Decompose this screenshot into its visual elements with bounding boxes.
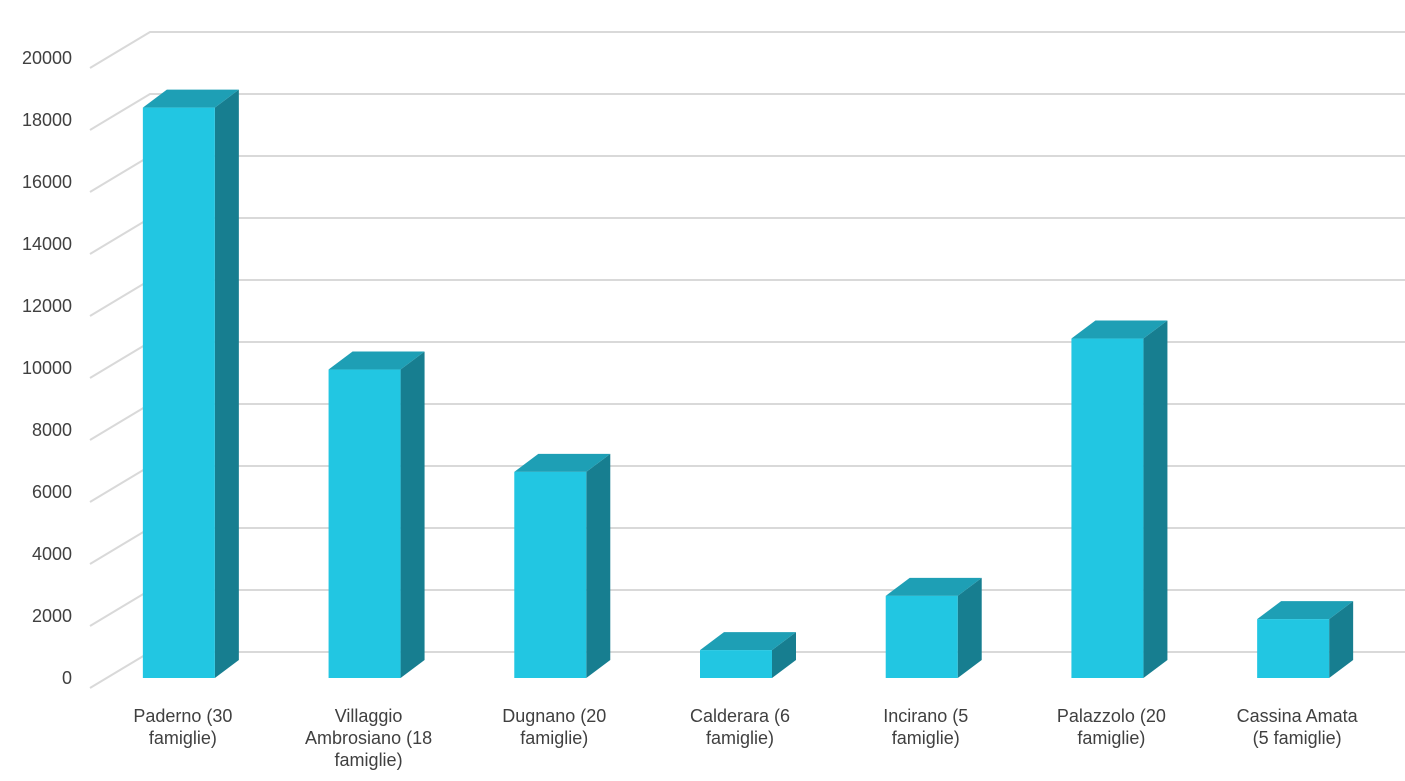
x-category-label-line: famiglie) bbox=[520, 728, 588, 748]
y-tick-label: 18000 bbox=[22, 110, 72, 130]
gridline bbox=[89, 527, 1405, 565]
y-tick-label: 4000 bbox=[32, 544, 72, 564]
y-tick-label: 10000 bbox=[22, 358, 72, 378]
bar bbox=[885, 577, 982, 678]
bar-side bbox=[957, 577, 982, 678]
gridline bbox=[89, 341, 1405, 379]
gridline bbox=[89, 155, 1405, 193]
bar-front bbox=[1071, 338, 1144, 678]
bar bbox=[1257, 601, 1354, 678]
x-category-label: Palazzolo (20 famiglie) bbox=[1057, 706, 1166, 748]
bar bbox=[1071, 320, 1168, 678]
gridline bbox=[89, 93, 1405, 131]
bar-top bbox=[1071, 320, 1168, 339]
bar-top bbox=[142, 89, 239, 108]
bar bbox=[700, 632, 796, 678]
bar-top bbox=[885, 577, 982, 596]
bar-side bbox=[1143, 320, 1168, 678]
x-category-label-line: famiglie) bbox=[149, 728, 217, 748]
y-axis-tick-labels: 0 2000 4000 6000 8000 10000 12000 14000 16000 180… bbox=[22, 48, 72, 688]
x-category-label: Paderno (30 famiglie) bbox=[133, 706, 232, 748]
x-category-label-line: Ambrosiano (18 bbox=[305, 728, 432, 748]
bar-front bbox=[514, 471, 587, 678]
y-tick-label: 12000 bbox=[22, 296, 72, 316]
x-category-label-line: Calderara (6 bbox=[690, 706, 790, 726]
y-tick-label: 14000 bbox=[22, 234, 72, 254]
bar-top bbox=[1257, 601, 1354, 620]
x-category-label-line: Villaggio bbox=[335, 706, 403, 726]
bars bbox=[142, 89, 1354, 679]
gridline bbox=[89, 31, 1405, 69]
y-tick-label: 20000 bbox=[22, 48, 72, 68]
bar-front bbox=[885, 595, 958, 678]
bar-side bbox=[214, 89, 239, 679]
x-category-label-line: famiglie) bbox=[335, 750, 403, 770]
x-category-label-line: Incirano (5 bbox=[883, 706, 968, 726]
bar-front bbox=[1257, 619, 1330, 678]
bar-side bbox=[772, 632, 796, 678]
x-category-label-line: famiglie) bbox=[892, 728, 960, 748]
x-category-label-line: (5 famiglie) bbox=[1253, 728, 1342, 748]
bar-side bbox=[1329, 601, 1354, 678]
bar bbox=[142, 89, 239, 679]
bar-side bbox=[400, 351, 425, 678]
x-axis-category-labels: Paderno (30 famiglie)Villaggio Ambrosiano … bbox=[133, 706, 1358, 770]
y-tick-label: 16000 bbox=[22, 172, 72, 192]
y-tick-label: 2000 bbox=[32, 606, 72, 626]
bar-side bbox=[586, 453, 611, 678]
bar-front bbox=[328, 369, 401, 678]
x-category-label: Villaggio Ambrosiano (18 famiglie) bbox=[305, 706, 432, 770]
gridline bbox=[89, 465, 1405, 503]
bar-top bbox=[514, 453, 611, 472]
bar-top bbox=[700, 632, 796, 651]
gridline bbox=[89, 589, 1405, 627]
gridline bbox=[89, 403, 1405, 441]
x-category-label: Dugnano (20 famiglie) bbox=[502, 706, 606, 748]
bar bbox=[328, 351, 425, 678]
y-tick-label: 8000 bbox=[32, 420, 72, 440]
gridline bbox=[89, 279, 1405, 317]
x-category-label-line: famiglie) bbox=[1077, 728, 1145, 748]
gridlines bbox=[89, 4, 1405, 689]
x-category-label-line: Cassina Amata bbox=[1237, 706, 1359, 726]
bar-top bbox=[328, 351, 425, 370]
x-category-label: Incirano (5 famiglie) bbox=[883, 706, 968, 748]
x-category-label-line: famiglie) bbox=[706, 728, 774, 748]
bar-front bbox=[142, 107, 215, 679]
bar-front bbox=[700, 650, 772, 678]
gridline bbox=[89, 217, 1405, 255]
x-category-label: Calderara (6 famiglie) bbox=[690, 706, 790, 748]
y-tick-label: 6000 bbox=[32, 482, 72, 502]
bar bbox=[514, 453, 611, 678]
y-tick-label: 0 bbox=[62, 668, 72, 688]
gridline-spacer bbox=[90, 4, 1405, 12]
x-category-label-line: Dugnano (20 bbox=[502, 706, 606, 726]
x-category-label-line: Palazzolo (20 bbox=[1057, 706, 1166, 726]
x-category-label: Cassina Amata (5 famiglie) bbox=[1237, 706, 1359, 748]
x-category-label-line: Paderno (30 bbox=[133, 706, 232, 726]
